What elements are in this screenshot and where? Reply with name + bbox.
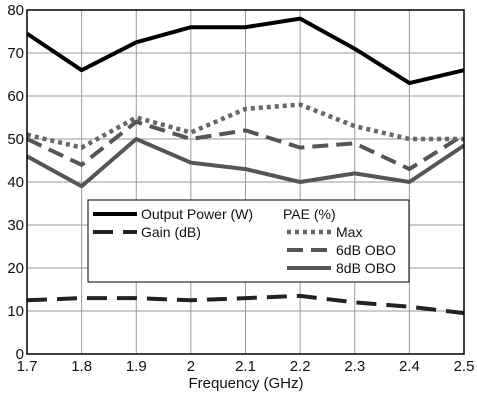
y-tick-label: 70 xyxy=(7,45,24,62)
legend-label-2: Max xyxy=(336,224,362,240)
x-tick-label: 1.8 xyxy=(71,358,92,375)
series-lines xyxy=(25,16,466,316)
y-tick-label: 60 xyxy=(7,88,24,105)
legend-group-title: PAE (%) xyxy=(283,206,336,222)
legend: PAE (%) Output Power (W) Gain (dB) Max 6dB … xyxy=(87,199,410,283)
y-tick-label: 80 xyxy=(7,2,24,19)
y-tick-label: 0 xyxy=(16,346,24,363)
series-line-1 xyxy=(26,293,465,316)
y-tick-label: 50 xyxy=(7,131,24,148)
x-tick-label: 2.1 xyxy=(235,358,256,375)
legend-label-1: Gain (dB) xyxy=(141,224,201,240)
plot-frame xyxy=(26,9,465,355)
y-tick-label: 40 xyxy=(7,174,24,191)
series-line-0 xyxy=(25,16,465,86)
series-line-3 xyxy=(26,119,466,172)
x-axis-title: Frequency (GHz) xyxy=(188,375,303,392)
y-tick-label: 20 xyxy=(7,260,24,277)
x-tick-label: 1.9 xyxy=(126,358,147,375)
legend-label-0: Output Power (W) xyxy=(141,206,253,222)
legend-box xyxy=(87,199,410,283)
series-line-4 xyxy=(26,137,466,189)
tick-labels: 0 10 20 30 40 50 60 70 80 1.7 1.8 1.9 2 2.1 2.2 2.3 2.4 2… xyxy=(7,2,474,375)
x-tick-label: 2 xyxy=(187,358,195,375)
y-tick-label: 10 xyxy=(7,303,24,320)
x-tick-label: 2.2 xyxy=(290,358,311,375)
y-tick-label: 30 xyxy=(7,217,24,234)
series-line-2 xyxy=(26,102,464,150)
x-tick-label: 2.3 xyxy=(344,358,365,375)
x-tick-label: 2.5 xyxy=(454,358,475,375)
x-tick-label: 1.7 xyxy=(17,358,38,375)
x-tick-label: 2.4 xyxy=(399,358,420,375)
legend-label-4: 8dB OBO xyxy=(336,260,396,276)
legend-label-3: 6dB OBO xyxy=(336,242,396,258)
